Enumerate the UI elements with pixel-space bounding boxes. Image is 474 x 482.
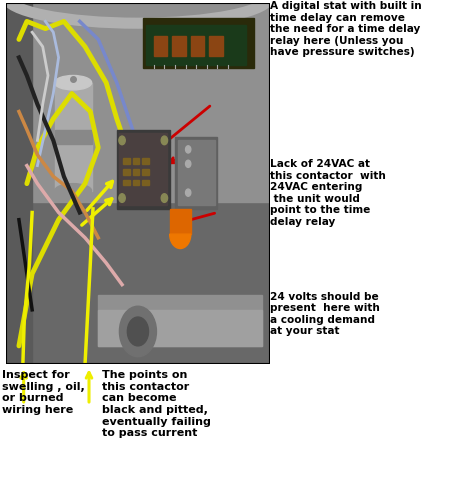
Bar xyxy=(55,130,91,144)
Bar xyxy=(173,36,185,55)
Bar xyxy=(142,180,148,186)
Bar xyxy=(146,25,246,65)
Bar xyxy=(142,169,148,174)
Text: Inspect for
swelling , oil,
or burned
wiring here: Inspect for swelling , oil, or burned wi… xyxy=(2,370,85,415)
Bar xyxy=(210,36,223,55)
Circle shape xyxy=(185,146,191,153)
Text: Lack of 24VAC at
this contactor  with
24VAC entering
 the unit would
point to th: Lack of 24VAC at this contactor with 24V… xyxy=(270,159,386,227)
Circle shape xyxy=(161,194,167,202)
Bar xyxy=(98,295,262,346)
Bar xyxy=(123,180,130,186)
Bar xyxy=(191,36,204,55)
Bar xyxy=(133,159,139,164)
Ellipse shape xyxy=(55,184,91,198)
Circle shape xyxy=(119,306,156,357)
Bar xyxy=(119,133,167,205)
Bar xyxy=(178,140,215,205)
Bar xyxy=(27,3,270,201)
Bar xyxy=(117,130,170,209)
Circle shape xyxy=(119,136,125,145)
Text: 24 volts should be
present  here with
a cooling demand
at your stat: 24 volts should be present here with a c… xyxy=(270,292,380,336)
Bar xyxy=(133,180,139,186)
Text: The points on
this contactor
can become
black and pitted,
eventually failing
to : The points on this contactor can become … xyxy=(102,370,211,438)
Bar xyxy=(143,18,255,68)
Bar xyxy=(133,169,139,174)
Bar xyxy=(170,209,191,234)
Ellipse shape xyxy=(55,76,91,90)
Circle shape xyxy=(128,317,148,346)
Bar xyxy=(154,36,167,55)
Circle shape xyxy=(185,189,191,196)
Text: A digital stat with built in
time delay can remove
the need for a time delay
rel: A digital stat with built in time delay … xyxy=(270,1,422,57)
Wedge shape xyxy=(170,234,191,249)
Bar xyxy=(98,310,262,346)
Bar xyxy=(6,3,32,364)
Bar xyxy=(55,83,91,191)
Bar xyxy=(123,159,130,164)
Circle shape xyxy=(185,160,191,167)
Circle shape xyxy=(161,136,167,145)
Bar xyxy=(123,169,130,174)
Bar xyxy=(175,137,217,209)
Circle shape xyxy=(119,194,125,202)
Bar xyxy=(142,159,148,164)
